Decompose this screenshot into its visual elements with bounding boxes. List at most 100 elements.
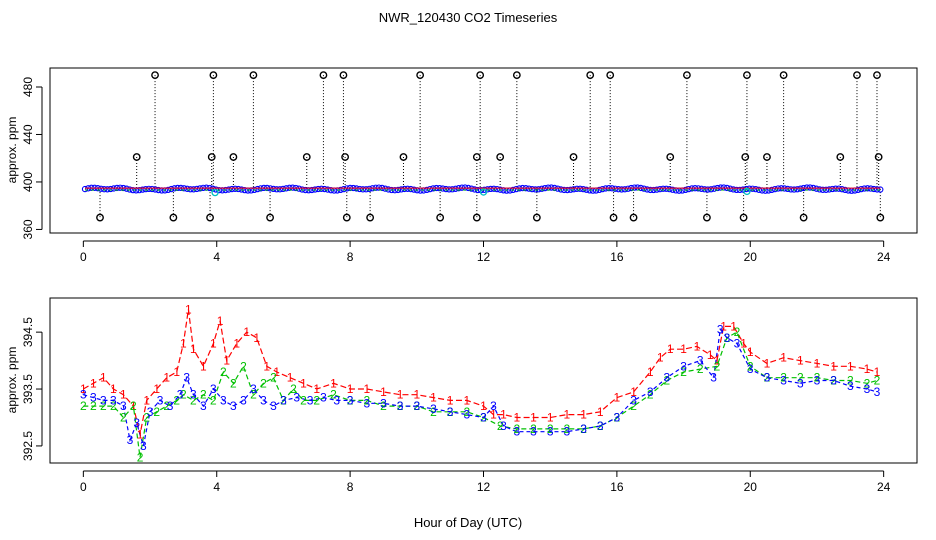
series-point-2: 2 (313, 393, 320, 407)
series-point-3: 3 (250, 382, 257, 396)
series-point-1: 1 (137, 428, 144, 442)
series-point-2: 2 (697, 362, 704, 376)
top-ylabel: approx. ppm (5, 117, 19, 184)
top-panel: 0 4 8 12 16 20 24 360 400 440 480 approx. ppm (5, 67, 918, 264)
series-point-1: 1 (253, 331, 260, 345)
series-point-1: 1 (347, 382, 354, 396)
baseline-point (362, 186, 370, 193)
flagged-point (206, 213, 214, 222)
series-point-1: 1 (185, 302, 192, 316)
baseline-point (142, 185, 149, 193)
series-point-3: 3 (120, 399, 127, 413)
flagged-point (341, 153, 350, 161)
baseline-point (656, 185, 664, 193)
baseline-point (538, 185, 545, 192)
baseline-point (321, 185, 328, 193)
series-point-3: 3 (710, 371, 717, 385)
baseline-point (366, 185, 373, 192)
baseline-point (107, 185, 114, 193)
baseline-point (736, 186, 743, 194)
baseline-point (139, 186, 146, 193)
x-tick-label: 16 (610, 250, 624, 264)
flagged-point (229, 153, 238, 161)
flagged-point (302, 153, 311, 161)
baseline-point (877, 186, 884, 193)
series-point-1: 1 (680, 342, 687, 356)
baseline-point (315, 185, 322, 193)
baseline-point (832, 185, 839, 192)
flagged-point (873, 71, 881, 80)
series-point-1: 1 (480, 399, 487, 413)
baseline-point (711, 185, 718, 192)
series-point-1: 1 (180, 337, 187, 351)
series-point-3: 3 (680, 359, 687, 373)
flagged-point (132, 153, 141, 161)
series-point-2: 2 (480, 410, 487, 424)
baseline-point (276, 186, 283, 193)
baseline-point (487, 185, 494, 193)
baseline-point (145, 185, 153, 192)
series-point-1: 1 (200, 359, 207, 373)
flagged-point (586, 71, 595, 80)
series-point-2: 2 (397, 399, 404, 413)
series-point-1: 1 (217, 314, 224, 328)
baseline-point (273, 186, 280, 193)
series-point-3: 3 (430, 402, 437, 416)
baseline-point (666, 185, 673, 193)
baseline-point (270, 185, 277, 193)
series-point-1: 1 (597, 405, 604, 419)
baseline-point (806, 184, 814, 191)
y-tick-label: 392.5 (21, 431, 35, 461)
series-point-3: 3 (100, 393, 107, 407)
series-point-2: 2 (814, 371, 821, 385)
series-point-1: 1 (313, 382, 320, 396)
series-point-1: 1 (120, 388, 127, 402)
baseline-point (193, 185, 200, 193)
baseline-point (299, 186, 306, 193)
series-point-1: 1 (714, 354, 721, 368)
bottom-panel-frame (49, 297, 918, 464)
series-point-1: 1 (864, 362, 871, 376)
baseline-point (394, 186, 402, 194)
series-point-2: 2 (647, 388, 654, 402)
baseline-point (730, 186, 737, 193)
series-point-1: 1 (153, 382, 160, 396)
x-tick-label: 20 (744, 250, 758, 264)
series-point-1: 1 (707, 348, 714, 362)
flagged-point (151, 71, 159, 80)
series-point-3: 3 (664, 371, 671, 385)
series-point-1: 1 (564, 408, 571, 422)
flagged-point (366, 213, 375, 222)
series-point-1: 1 (380, 385, 387, 399)
series-point-1: 1 (657, 351, 664, 365)
flagged-point (799, 213, 808, 222)
series-point-3: 3 (597, 419, 604, 433)
series-point-2: 2 (347, 393, 354, 407)
series-point-2: 2 (530, 422, 537, 436)
baseline-point (870, 185, 878, 193)
series-point-3: 3 (307, 393, 314, 407)
flagged-point (472, 153, 481, 161)
baseline-point (225, 186, 232, 193)
baseline-point (152, 186, 159, 193)
flagged-point (476, 71, 485, 80)
y-tick-label: 400 (21, 172, 35, 192)
baseline-point (356, 185, 363, 193)
series-point-3: 3 (463, 408, 470, 422)
baseline-point (184, 185, 191, 192)
series-point-3: 3 (697, 354, 704, 368)
baseline-point (548, 184, 555, 191)
series-point-3: 3 (580, 422, 587, 436)
series-point-1: 1 (80, 382, 87, 396)
baseline-point (570, 186, 577, 193)
series-point-3: 3 (614, 410, 621, 424)
series-point-1: 1 (190, 342, 197, 356)
series-point-1: 1 (630, 385, 637, 399)
series-point-1: 1 (210, 337, 217, 351)
series-point-1: 1 (243, 325, 250, 339)
series-point-2: 2 (413, 399, 420, 413)
series-point-3: 3 (140, 439, 147, 453)
cyan-point (211, 188, 219, 197)
